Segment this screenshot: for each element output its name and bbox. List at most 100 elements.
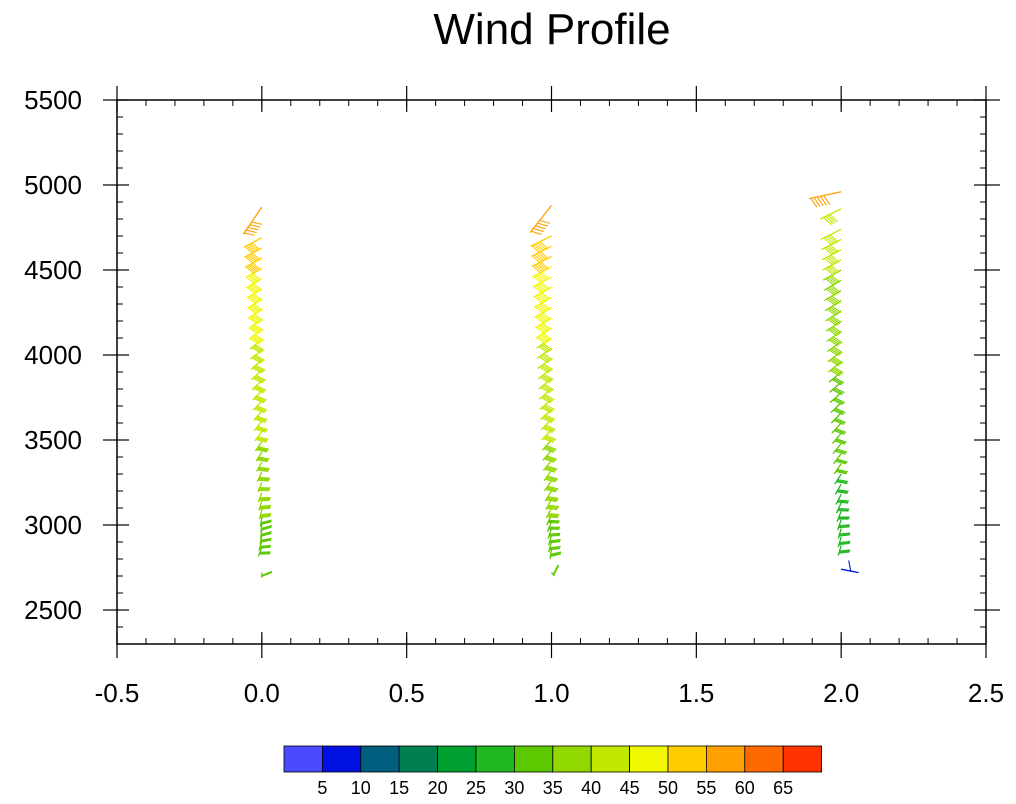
barb-feather: [261, 525, 272, 530]
barb-feather: [530, 230, 542, 235]
barb-feather: [816, 196, 824, 207]
barb-feather: [257, 437, 268, 441]
barb-feather: [537, 336, 548, 344]
barb-feather: [835, 407, 846, 414]
barb-feather: [254, 408, 265, 414]
barb-feather: [829, 359, 840, 367]
barb-feather: [837, 489, 849, 492]
barb-feather: [835, 439, 846, 444]
barb-feather: [244, 256, 254, 265]
barb-feather: [252, 367, 263, 374]
barb-feather: [810, 197, 818, 208]
barb-feather: [543, 426, 554, 433]
barb-feather: [260, 521, 272, 525]
barb-feather: [538, 314, 548, 322]
barb-feather: [540, 313, 550, 321]
barb-feather: [540, 271, 550, 280]
barb-feather: [254, 323, 264, 331]
barb-feather: [537, 242, 547, 251]
barb-feather: [539, 376, 550, 384]
barb-feather: [544, 383, 555, 391]
x-tick-label: 1.5: [678, 678, 714, 708]
colorbar-box: [782, 745, 823, 773]
barb-feather: [829, 317, 839, 326]
barb-feather: [831, 305, 842, 313]
barb-feather: [549, 545, 561, 549]
barb-feather: [827, 319, 837, 327]
y-tick-label: 5000: [24, 170, 82, 200]
barb-feather: [542, 364, 552, 372]
barb-feather: [835, 428, 847, 433]
barb-feather: [252, 304, 262, 312]
barb-feather: [539, 303, 550, 311]
colorbar-box: [590, 745, 631, 773]
barb-feather: [543, 353, 553, 361]
barb-feather: [542, 396, 553, 403]
barb-feather: [823, 217, 832, 226]
barb-feather: [253, 376, 264, 383]
barb-feather: [836, 458, 848, 463]
barb-feather: [255, 354, 266, 361]
barb-feather: [544, 404, 555, 411]
barb-feather: [532, 265, 542, 274]
colorbar-box: [744, 745, 784, 773]
barb-feather: [542, 384, 553, 392]
barb-feather: [536, 315, 547, 323]
barb-feather: [830, 338, 840, 346]
barb-feather: [255, 396, 266, 402]
barb-feather: [544, 425, 555, 432]
barb-feather: [252, 283, 263, 291]
barb-feather: [260, 532, 272, 537]
barb-feather: [541, 385, 552, 393]
barb-feather: [548, 534, 560, 537]
barb-feather: [831, 368, 842, 376]
barb-feather: [535, 295, 545, 303]
barb-feather: [252, 356, 263, 363]
barb-feather: [542, 343, 553, 351]
barb-feather: [251, 284, 261, 292]
barb-feather: [257, 468, 269, 472]
barb-feather: [255, 417, 267, 423]
barb-feather: [261, 531, 272, 535]
barb-feather: [543, 363, 554, 371]
colorbar-box: [667, 745, 707, 773]
barb-feather: [826, 267, 836, 275]
barb-feather: [542, 374, 553, 382]
colorbar-label: 5: [317, 778, 327, 798]
barb-feather: [253, 313, 264, 321]
barb-feather: [829, 328, 840, 336]
barb-feather: [546, 455, 558, 460]
y-tick-labels: 2500 3000 3500 4000 4500 5000 5500: [24, 85, 82, 625]
barb-feather: [833, 366, 844, 374]
barb-feather: [836, 480, 848, 484]
barb-feather: [541, 302, 551, 310]
barb-feather: [832, 315, 842, 324]
wind-barbs: [242, 191, 859, 578]
barb-feather: [834, 450, 846, 455]
barb-feather: [541, 312, 552, 320]
barb-feather: [834, 387, 845, 394]
barb-feather: [256, 416, 267, 422]
barb-feather: [834, 377, 845, 384]
barb-feather: [252, 314, 263, 322]
barb-feather: [538, 356, 549, 364]
barb-feather: [826, 256, 836, 265]
barb-feather: [248, 254, 258, 263]
barb-feather: [250, 273, 261, 282]
barb-feather: [546, 507, 558, 511]
barb-feather: [257, 447, 269, 451]
barb-feather: [543, 373, 554, 381]
barb-feather: [543, 436, 555, 443]
barb-feather: [260, 504, 272, 507]
barb-feather: [545, 499, 557, 503]
x-tick-label: 2.0: [823, 678, 859, 708]
barb-feather: [539, 219, 551, 224]
barb-feather: [249, 224, 261, 228]
barb-feather: [828, 297, 838, 305]
barb-feather: [827, 287, 837, 295]
barb-feather: [247, 265, 257, 274]
barb-feather: [837, 468, 848, 473]
barb-feather: [542, 437, 554, 444]
barb-feather: [253, 366, 264, 373]
barb-feather: [549, 533, 561, 536]
